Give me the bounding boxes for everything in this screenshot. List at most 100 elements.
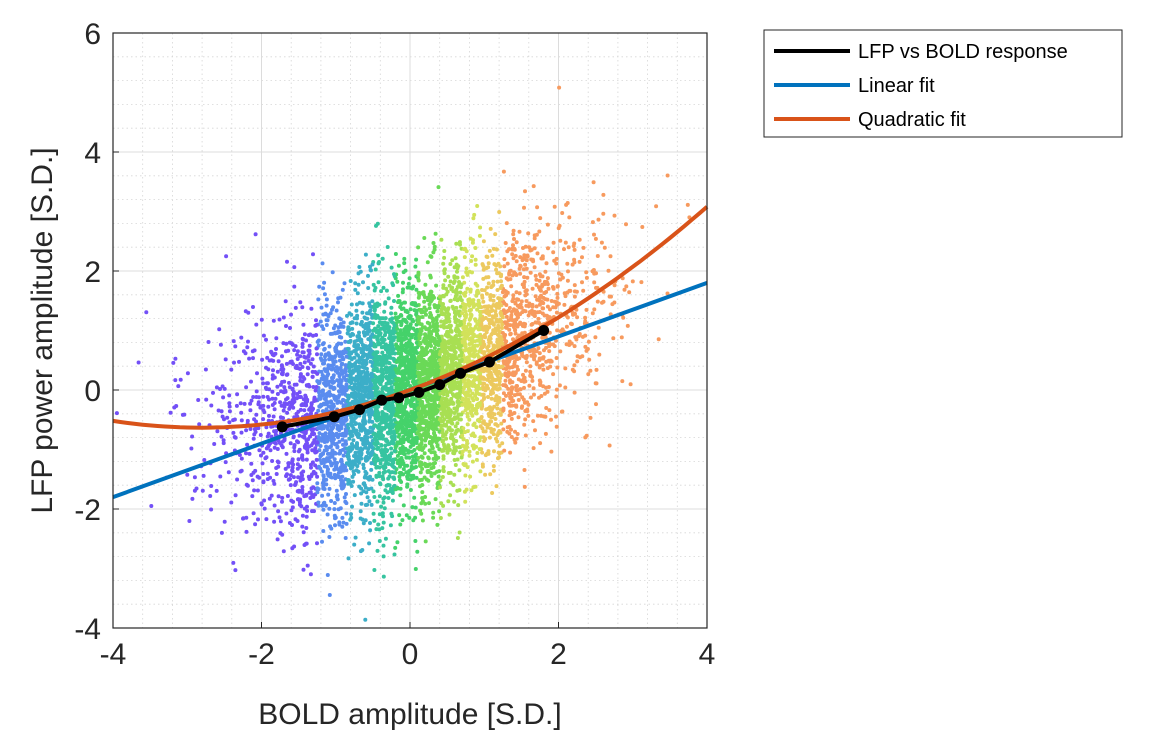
scatter-point xyxy=(375,350,380,355)
scatter-point xyxy=(366,324,371,329)
scatter-point xyxy=(302,360,307,365)
scatter-point xyxy=(415,403,419,408)
scatter-point xyxy=(248,427,253,431)
scatter-point xyxy=(477,309,482,314)
scatter-point xyxy=(314,457,319,462)
scatter-point xyxy=(437,509,442,514)
scatter-point xyxy=(537,378,542,383)
scatter-point xyxy=(433,231,438,236)
scatter-point xyxy=(521,397,526,402)
scatter-point xyxy=(428,462,433,467)
scatter-point xyxy=(360,301,365,306)
scatter-point xyxy=(497,399,502,404)
scatter-point xyxy=(407,276,412,281)
scatter-point xyxy=(476,303,481,308)
scatter-point xyxy=(562,247,566,252)
scatter-point xyxy=(239,410,244,415)
scatter-point xyxy=(374,438,379,443)
scatter-point xyxy=(377,494,382,499)
scatter-point xyxy=(251,356,255,361)
scatter-point xyxy=(336,300,340,305)
scatter-point xyxy=(391,460,396,465)
scatter-point xyxy=(437,447,442,452)
scatter-point xyxy=(499,337,504,342)
scatter-point xyxy=(376,430,381,435)
scatter-point xyxy=(593,236,598,241)
scatter-point xyxy=(457,313,462,318)
scatter-point xyxy=(601,211,606,216)
scatter-point xyxy=(285,372,290,377)
scatter-point xyxy=(468,353,473,358)
scatter-point xyxy=(408,488,413,492)
scatter-point xyxy=(362,365,367,370)
scatter-point xyxy=(410,318,415,323)
scatter-point xyxy=(512,359,517,364)
scatter-point xyxy=(427,306,432,311)
scatter-point xyxy=(513,328,518,333)
scatter-point xyxy=(542,348,546,353)
scatter-point xyxy=(354,414,359,419)
scatter-point xyxy=(599,240,604,245)
scatter-point xyxy=(261,472,266,476)
scatter-point xyxy=(499,297,504,302)
scatter-point xyxy=(304,541,308,546)
scatter-point xyxy=(494,484,499,489)
scatter-point xyxy=(428,299,433,304)
scatter-point xyxy=(487,340,492,345)
scatter-point xyxy=(372,568,377,572)
scatter-point xyxy=(378,461,383,466)
scatter-point xyxy=(410,413,415,418)
scatter-point xyxy=(506,318,511,323)
scatter-point xyxy=(494,247,499,252)
scatter-point xyxy=(509,416,514,421)
scatter-point xyxy=(358,516,363,521)
scatter-point xyxy=(231,339,236,344)
scatter-point xyxy=(340,462,345,467)
scatter-point xyxy=(555,291,560,296)
scatter-point xyxy=(286,461,291,466)
scatter-point xyxy=(295,392,300,396)
scatter-point xyxy=(247,451,252,456)
scatter-point xyxy=(456,401,461,406)
scatter-point xyxy=(363,361,368,366)
scatter-point xyxy=(245,418,250,423)
scatter-point xyxy=(227,401,232,406)
scatter-point xyxy=(369,268,373,273)
scatter-point xyxy=(433,497,438,502)
scatter-point xyxy=(392,299,396,303)
scatter-point xyxy=(180,412,185,417)
scatter-point xyxy=(423,333,428,338)
scatter-point xyxy=(443,278,448,283)
scatter-point xyxy=(423,539,428,544)
scatter-point xyxy=(293,517,298,522)
scatter-point xyxy=(420,518,425,523)
scatter-point xyxy=(439,319,444,324)
scatter-point xyxy=(392,477,397,481)
scatter-point xyxy=(323,358,327,362)
scatter-point xyxy=(523,262,528,267)
scatter-point xyxy=(416,245,421,250)
scatter-point xyxy=(344,521,349,526)
scatter-point xyxy=(501,383,506,388)
scatter-point xyxy=(485,285,490,290)
scatter-point xyxy=(537,229,542,234)
scatter-point xyxy=(322,347,327,352)
scatter-point xyxy=(241,349,246,354)
scatter-point xyxy=(551,286,556,291)
scatter-point xyxy=(511,243,515,248)
scatter-point xyxy=(344,378,348,383)
scatter-point xyxy=(259,404,264,409)
scatter-point xyxy=(523,309,528,314)
scatter-point xyxy=(300,485,305,489)
scatter-point xyxy=(334,308,339,313)
scatter-point xyxy=(468,474,473,479)
scatter-point xyxy=(383,316,388,321)
scatter-point xyxy=(389,446,394,451)
scatter-point xyxy=(261,479,266,484)
scatter-point xyxy=(340,524,345,529)
scatter-point xyxy=(490,253,495,258)
scatter-point xyxy=(474,293,479,298)
scatter-point xyxy=(388,470,393,475)
scatter-point xyxy=(389,451,394,456)
scatter-point xyxy=(431,515,436,520)
